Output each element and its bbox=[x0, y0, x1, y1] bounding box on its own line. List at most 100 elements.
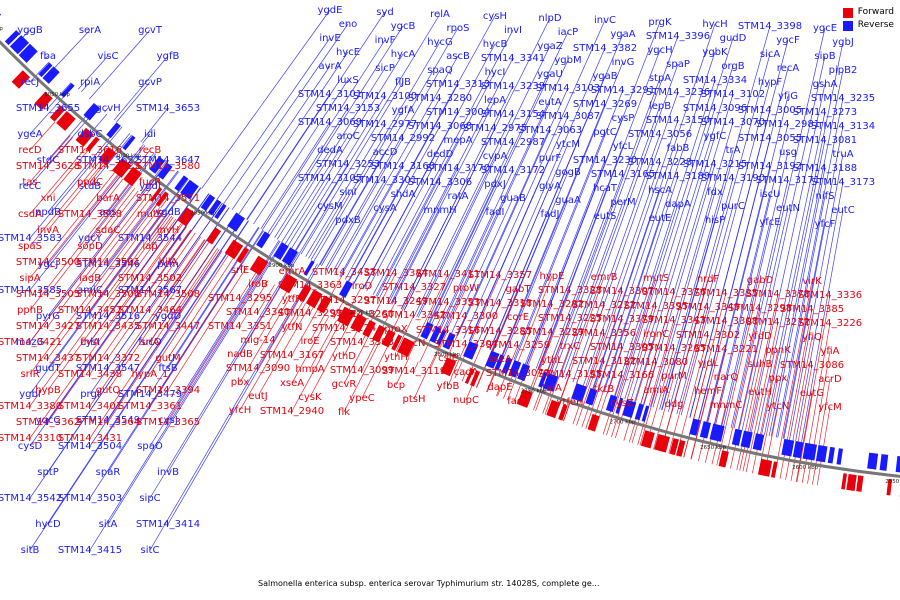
gene-label: STM14_3173 bbox=[811, 177, 875, 188]
leader-line bbox=[683, 362, 709, 458]
forward-gene-arrow bbox=[381, 329, 396, 348]
forward-gene-arrow bbox=[372, 324, 386, 343]
leader-line bbox=[614, 305, 657, 439]
leader-line bbox=[325, 69, 441, 269]
leader-line bbox=[561, 105, 661, 379]
leader-line bbox=[469, 157, 551, 342]
gene-label: ythH bbox=[384, 352, 408, 363]
leader-line bbox=[257, 276, 263, 285]
leader-line bbox=[107, 187, 201, 317]
forward-gene-arrow bbox=[886, 479, 893, 496]
leader-line bbox=[468, 115, 569, 342]
gene-label: STM14_3516 bbox=[76, 311, 140, 322]
leader-line bbox=[643, 163, 716, 405]
leader-line bbox=[572, 133, 661, 383]
reverse-gene-arrow bbox=[420, 321, 434, 340]
leader-line bbox=[309, 307, 314, 314]
reverse-gene-arrow bbox=[180, 179, 199, 200]
forward-gene-arrow bbox=[336, 306, 356, 327]
leader-line bbox=[238, 51, 349, 215]
gene-leader-lines bbox=[22, 9, 844, 551]
gene-label: eutN bbox=[776, 203, 800, 214]
leader-line bbox=[715, 123, 789, 425]
leader-line bbox=[343, 325, 346, 329]
gene-label: STM14_3547 bbox=[76, 363, 140, 374]
leader-line bbox=[535, 317, 571, 412]
leader-line bbox=[149, 263, 242, 407]
gene-label: STM14_3171 bbox=[756, 175, 820, 186]
gene-label: ytfeH bbox=[556, 397, 583, 408]
reverse-gene-arrow bbox=[585, 388, 598, 406]
forward-gene-arrow bbox=[297, 284, 312, 302]
gene-label: tas bbox=[22, 177, 37, 188]
gene-label: ytcM bbox=[556, 139, 580, 150]
leader-line bbox=[553, 35, 679, 376]
gene-label: srlR bbox=[20, 369, 39, 380]
leader-line bbox=[492, 171, 569, 352]
leader-line bbox=[538, 49, 661, 370]
gene-label: STM14_3506 bbox=[76, 289, 140, 300]
gene-label: STM14_3502 bbox=[118, 273, 182, 284]
gene-label: STM14_3236 bbox=[646, 87, 710, 98]
gene-label: STM14_3396 bbox=[646, 31, 710, 42]
reverse-gene-arrow bbox=[83, 102, 101, 121]
reverse-gene-arrow bbox=[836, 448, 843, 465]
forward-gene-arrow bbox=[464, 368, 475, 385]
leader-line bbox=[305, 123, 386, 257]
leader-line bbox=[607, 175, 679, 394]
leader-line bbox=[246, 11, 386, 220]
leader-line bbox=[239, 287, 281, 355]
gene-label: STM14_3154 bbox=[481, 109, 545, 120]
leader-line bbox=[526, 117, 624, 366]
leader-line bbox=[661, 25, 771, 411]
gene-label: STM14_3249 bbox=[364, 296, 428, 307]
leader-line bbox=[253, 79, 349, 225]
leader-line bbox=[29, 207, 230, 499]
gene-label: STM14_3435 bbox=[76, 321, 140, 332]
gene-label: sipA bbox=[19, 273, 40, 284]
gene-label: talA bbox=[542, 383, 562, 394]
gene-label: iroE bbox=[300, 336, 319, 347]
forward-gene-arrow bbox=[676, 439, 686, 457]
leader-line bbox=[576, 290, 623, 426]
reverse-gene-arrow bbox=[9, 35, 30, 55]
gene-label: eutA bbox=[538, 97, 561, 108]
gene-label: STM14_3068 bbox=[408, 121, 472, 132]
leader-line bbox=[614, 79, 716, 396]
gene-label: stdC bbox=[37, 155, 59, 166]
gene-label: accD bbox=[373, 147, 398, 158]
gene-label: STM14_3328 bbox=[538, 285, 602, 296]
leader-line bbox=[550, 77, 661, 375]
scale-label: 2750 kbp bbox=[521, 389, 547, 395]
reverse-gene-arrow bbox=[781, 438, 795, 457]
gene-label: STM14_3155 bbox=[538, 369, 602, 380]
reverse-gene-arrow bbox=[815, 445, 828, 463]
leader-line bbox=[461, 371, 467, 382]
gene-label: ytcN bbox=[767, 401, 790, 412]
gene-label: STM14_3299 bbox=[278, 308, 342, 319]
gene-label: flJB bbox=[395, 77, 411, 88]
gene-label: STM14_3291 bbox=[591, 85, 655, 96]
leader-line bbox=[104, 107, 109, 113]
gene-label: STM14_3504 bbox=[58, 441, 122, 452]
forward-gene-arrow bbox=[278, 273, 298, 294]
gene-label: STM14_3622 bbox=[76, 155, 140, 166]
leader-line bbox=[514, 89, 624, 361]
gene-label: STM14_3342 bbox=[382, 310, 446, 321]
leader-line bbox=[413, 361, 419, 372]
reverse-gene-arrow bbox=[689, 418, 701, 436]
gene-label: xseA bbox=[280, 378, 304, 389]
leader-line bbox=[260, 121, 331, 229]
leader-line bbox=[29, 220, 249, 551]
gene-label: pyrG bbox=[36, 311, 60, 322]
forward-gene-arrow bbox=[206, 227, 222, 245]
forward-gene-arrow bbox=[440, 357, 457, 377]
leader-line bbox=[107, 250, 223, 423]
leader-line bbox=[812, 378, 831, 485]
leader-line bbox=[429, 287, 467, 368]
gene-label: cysD bbox=[18, 441, 43, 452]
leader-line bbox=[403, 127, 496, 311]
gene-label: pphB bbox=[17, 305, 43, 316]
gene-label: xni bbox=[40, 193, 55, 204]
leader-line bbox=[706, 165, 771, 422]
